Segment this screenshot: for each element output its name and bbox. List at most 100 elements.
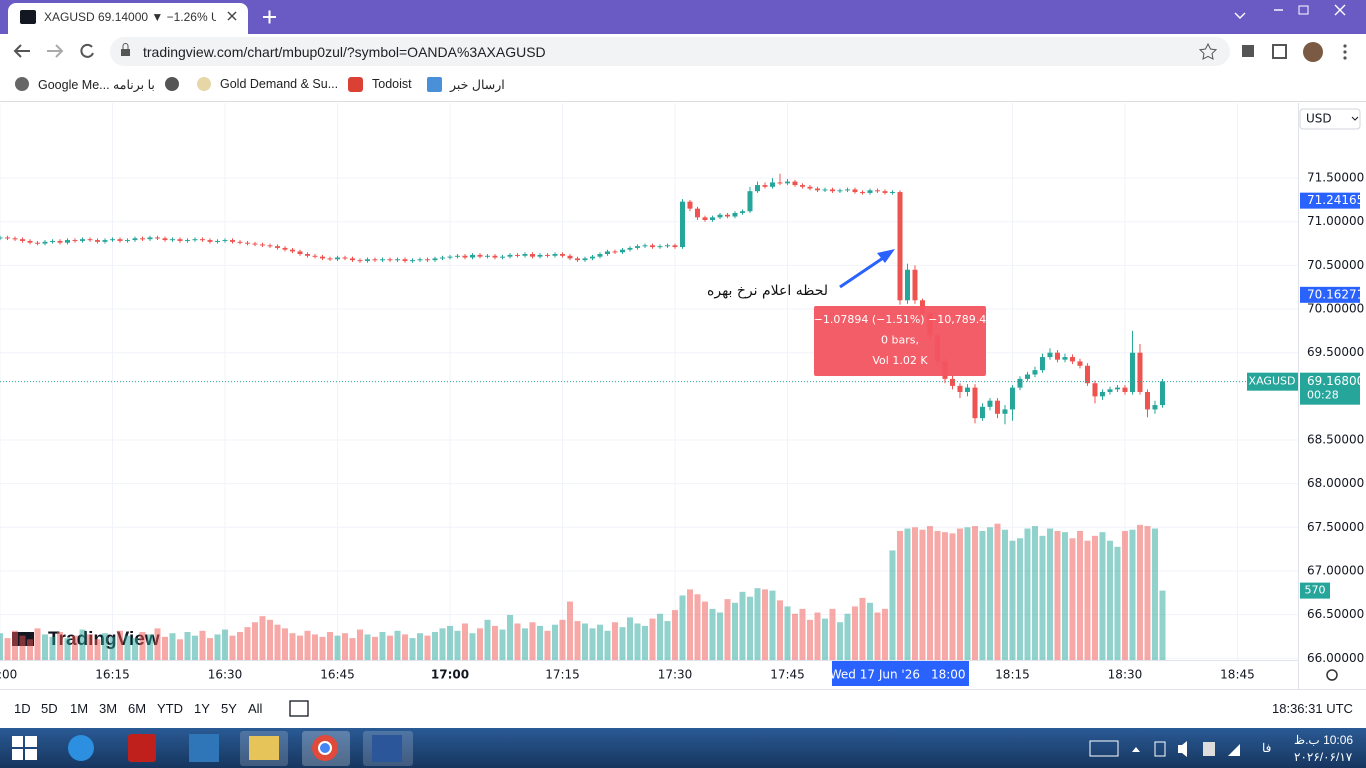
- volume-bar: [619, 627, 626, 660]
- volume-bar: [1084, 540, 1091, 660]
- volume-bar: [191, 635, 198, 660]
- candle-body: [229, 240, 235, 242]
- volume-bar: [349, 638, 356, 660]
- candle-body: [1054, 352, 1060, 360]
- candle-body: [1092, 383, 1098, 397]
- candle-body: [49, 240, 55, 242]
- candle-body: [792, 181, 798, 186]
- volume-bar: [469, 633, 476, 660]
- volume-bar: [1151, 528, 1158, 660]
- volume-bar: [724, 599, 731, 660]
- volume-bar: [814, 612, 821, 660]
- candle-body: [604, 251, 610, 255]
- bookmark[interactable]: Todoist: [372, 77, 412, 91]
- range-button[interactable]: 3M: [99, 701, 118, 716]
- candle-body: [334, 257, 340, 260]
- candle-body: [777, 182, 783, 184]
- volume-bar: [1054, 530, 1061, 660]
- volume-bar: [124, 635, 131, 660]
- volume-bar: [139, 632, 146, 660]
- range-button[interactable]: 1M: [70, 701, 89, 716]
- volume-bar: [221, 629, 228, 660]
- volume-bar: [829, 608, 836, 660]
- candle-body: [1032, 370, 1038, 375]
- volume-bar: [634, 623, 641, 660]
- volume-bar: [686, 589, 693, 660]
- volume-label-box: [1300, 582, 1330, 599]
- range-button[interactable]: 5D: [41, 701, 58, 716]
- volume-bar: [956, 528, 963, 660]
- volume-bar: [4, 638, 11, 660]
- range-button[interactable]: 1Y: [194, 701, 210, 716]
- candle-body: [372, 259, 378, 261]
- volume-bar: [26, 639, 33, 660]
- measure-tooltip-line: −1.07894 (−1.51%) −10,789.4: [814, 313, 987, 326]
- volume-bar: [1046, 528, 1053, 660]
- bookmark[interactable]: Gold Demand & Su...: [220, 77, 339, 91]
- language[interactable]: فا: [1262, 741, 1272, 755]
- volume-bar: [304, 630, 311, 660]
- volume-bar: [851, 606, 858, 660]
- volume-bar: [784, 606, 791, 660]
- candle-body: [559, 254, 565, 256]
- volume-bar: [19, 635, 26, 660]
- volume-bar: [0, 633, 3, 660]
- candle-body: [1084, 365, 1090, 384]
- volume-bar: [536, 625, 543, 660]
- volume-bar: [611, 622, 618, 660]
- candle-body: [514, 254, 520, 256]
- volume-bar: [1136, 524, 1143, 660]
- candle-body: [447, 256, 453, 258]
- bookmark[interactable]: Google Me... با برنامه: [38, 78, 155, 92]
- y-tick-label: 67.50000: [1307, 520, 1364, 534]
- candle-body: [379, 259, 385, 261]
- candle-body: [387, 259, 393, 261]
- range-button[interactable]: YTD: [157, 701, 183, 716]
- taskbar-date: ۲۰۲۶/۰۶/۱۷: [1294, 750, 1353, 764]
- candle-body: [147, 237, 153, 240]
- last-price-label: 69.16800: [1307, 374, 1364, 388]
- volume-bar: [709, 608, 716, 660]
- browser-icons: [0, 4, 1366, 102]
- candle-body: [507, 254, 513, 257]
- volume-bar: [1099, 532, 1106, 660]
- candle-body: [597, 254, 603, 257]
- candle-body: [619, 249, 625, 253]
- x-tick-label: 17:00: [431, 668, 469, 682]
- candle-body: [582, 258, 588, 261]
- range-button[interactable]: 5Y: [221, 701, 237, 716]
- volume-bar: [769, 590, 776, 660]
- candle-body: [274, 246, 280, 248]
- candle-body: [889, 192, 895, 194]
- candle-body: [882, 191, 888, 193]
- volume-bar: [671, 610, 678, 660]
- measure-tooltip-line: 0 bars,: [881, 334, 919, 347]
- active-tab[interactable]: [8, 3, 248, 34]
- currency[interactable]: USD: [1306, 112, 1332, 126]
- candle-body: [282, 247, 288, 250]
- volume-bar: [859, 597, 866, 660]
- volume-bar: [589, 628, 596, 660]
- candle-body: [124, 240, 130, 242]
- volume-bar: [994, 523, 1001, 660]
- volume-bar: [604, 630, 611, 660]
- candle-body: [417, 259, 423, 261]
- volume-bar: [319, 636, 326, 660]
- bookmark[interactable]: ارسال خبر: [450, 78, 505, 92]
- volume-bar: [866, 602, 873, 660]
- candle-body: [12, 238, 18, 240]
- volume-bar: [1129, 529, 1136, 660]
- range-button[interactable]: 1D: [14, 701, 31, 716]
- candle-body: [79, 239, 85, 241]
- candle-body: [64, 240, 70, 243]
- range-button[interactable]: All: [248, 701, 263, 716]
- candle-body: [762, 185, 768, 187]
- candle-body: [289, 249, 295, 252]
- volume-bar: [311, 634, 318, 660]
- range-button[interactable]: 6M: [128, 701, 147, 716]
- volume-bar: [491, 625, 498, 660]
- candle-body: [1122, 387, 1128, 392]
- url[interactable]: tradingview.com/chart/mbup0zul/?symbol=O…: [143, 44, 546, 60]
- volume-bar: [131, 638, 138, 660]
- volume-bar: [146, 634, 153, 660]
